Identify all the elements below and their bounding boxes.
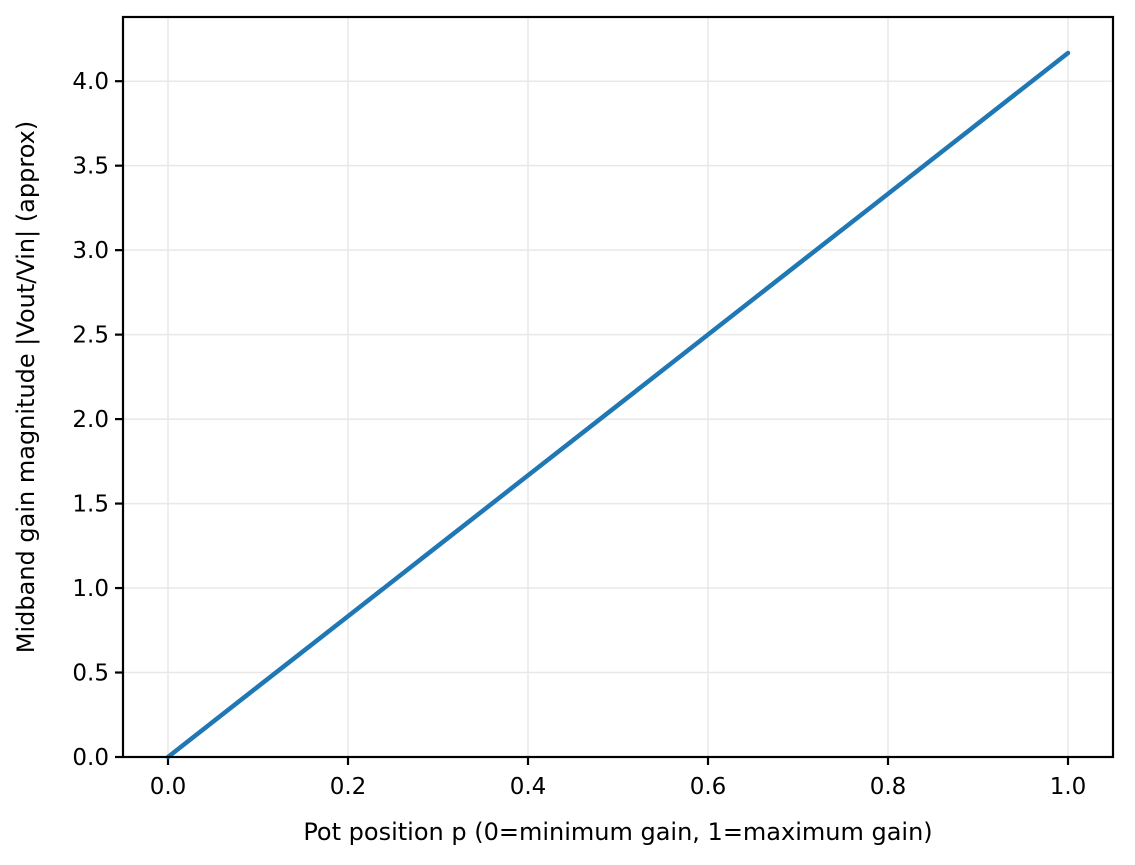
y-tick-label: 3.5 bbox=[72, 154, 109, 180]
y-tick-label: 3.0 bbox=[72, 238, 109, 264]
y-tick-label: 0.0 bbox=[72, 745, 109, 771]
y-tick-label: 1.0 bbox=[72, 576, 109, 602]
x-tick-label: 0.6 bbox=[690, 774, 727, 800]
data-series bbox=[165, 50, 1071, 760]
gain-line bbox=[165, 50, 1071, 760]
plot-border bbox=[121, 15, 1115, 759]
gridlines bbox=[123, 17, 1113, 758]
x-axis-label: Pot position p (0=minimum gain, 1=maximu… bbox=[303, 818, 932, 846]
x-tick-label: 1.0 bbox=[1050, 774, 1087, 800]
y-tick-label: 4.0 bbox=[72, 69, 109, 95]
x-tick-label: 0.0 bbox=[150, 774, 187, 800]
y-tick-label: 2.0 bbox=[72, 407, 109, 433]
y-tick-label: 1.5 bbox=[72, 492, 109, 518]
y-tick-label: 2.5 bbox=[72, 323, 109, 349]
x-tick-label: 0.8 bbox=[870, 774, 907, 800]
x-tick-label: 0.4 bbox=[510, 774, 547, 800]
x-tick-label: 0.2 bbox=[330, 774, 367, 800]
x-tick-labels: 0.0 0.2 0.4 0.6 0.8 1.0 bbox=[150, 774, 1087, 800]
axis-ticks bbox=[115, 80, 1070, 765]
y-axis-label: Midband gain magnitude |Vout/Vin| (appro… bbox=[12, 121, 40, 653]
y-tick-label: 0.5 bbox=[72, 661, 109, 687]
y-tick-labels: 0.0 0.5 1.0 1.5 2.0 2.5 3.0 3.5 4.0 bbox=[72, 69, 109, 771]
